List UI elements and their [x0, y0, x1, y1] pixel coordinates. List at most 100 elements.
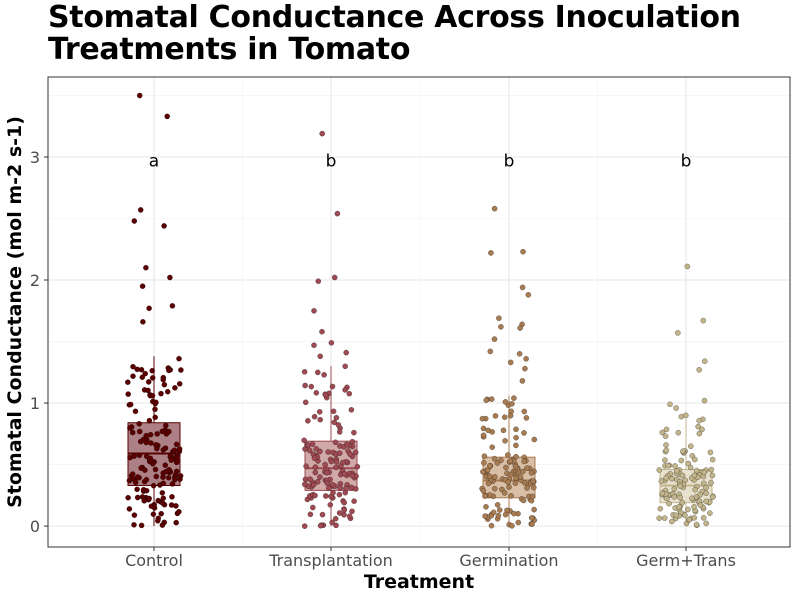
data-point	[349, 508, 355, 515]
data-point	[687, 464, 694, 471]
data-point	[509, 523, 515, 529]
data-point	[491, 455, 498, 462]
data-point	[519, 468, 526, 475]
data-point	[316, 408, 323, 415]
data-point	[169, 493, 175, 500]
data-point	[507, 471, 514, 478]
data-point-outlier	[517, 325, 523, 331]
data-point	[691, 472, 698, 479]
data-point	[329, 519, 335, 526]
data-point	[665, 462, 672, 469]
data-point	[176, 380, 183, 387]
data-point-outlier	[498, 323, 504, 330]
data-point	[301, 368, 308, 375]
data-point	[143, 476, 150, 483]
data-point	[162, 445, 169, 451]
data-point	[171, 447, 178, 454]
data-point	[333, 458, 340, 465]
x-tick-label: Germination	[459, 551, 558, 570]
data-point	[138, 465, 144, 471]
data-point	[146, 458, 153, 465]
data-point-outlier	[491, 336, 498, 342]
data-point	[129, 471, 136, 477]
data-point-outlier	[519, 284, 526, 291]
data-point	[691, 515, 698, 521]
data-point	[158, 510, 164, 517]
data-point	[314, 369, 321, 376]
data-point	[329, 481, 336, 488]
data-point-outlier	[507, 359, 514, 366]
data-point	[521, 430, 527, 436]
data-point	[333, 522, 339, 529]
data-point-outlier	[319, 328, 325, 335]
data-point	[301, 481, 308, 488]
data-point	[317, 522, 324, 529]
data-point	[509, 400, 515, 407]
data-point-outlier	[702, 358, 708, 365]
data-point	[152, 466, 159, 473]
data-point	[502, 511, 509, 518]
data-point	[336, 491, 343, 498]
data-point	[322, 493, 329, 499]
data-point	[482, 513, 488, 519]
data-point	[502, 399, 509, 405]
data-point	[347, 451, 353, 457]
data-point	[700, 515, 707, 521]
data-point	[159, 522, 166, 528]
data-point	[154, 431, 160, 437]
data-point	[333, 464, 339, 471]
data-point	[506, 484, 512, 490]
axis-layer: Control Transplantation Germination Germ+Tr…	[30, 148, 736, 570]
data-point	[146, 495, 152, 502]
data-point	[677, 494, 684, 501]
data-point-outlier	[137, 207, 144, 213]
data-point	[703, 498, 710, 505]
data-point	[308, 383, 315, 390]
data-point	[703, 484, 709, 491]
data-point	[699, 426, 705, 433]
data-point	[332, 515, 339, 522]
data-point	[330, 489, 336, 496]
data-point	[127, 401, 134, 408]
data-point	[313, 389, 320, 396]
data-point	[487, 462, 493, 469]
data-point	[317, 474, 323, 480]
data-point	[143, 432, 149, 439]
data-point	[321, 371, 327, 378]
data-point	[173, 503, 179, 509]
data-point	[488, 522, 495, 529]
data-point	[158, 390, 164, 397]
y-tick-label: 3	[30, 148, 40, 167]
data-point	[301, 437, 307, 444]
data-point	[709, 456, 716, 463]
data-point	[306, 447, 313, 454]
data-point-outlier	[131, 218, 138, 224]
data-point-outlier	[136, 92, 143, 99]
data-point	[663, 474, 670, 481]
panel-border	[47, 76, 791, 548]
data-point	[531, 484, 537, 491]
data-point	[481, 453, 488, 460]
data-point	[703, 490, 710, 497]
data-point	[324, 469, 330, 476]
data-point-outlier	[343, 349, 350, 356]
x-tick-label: Control	[125, 551, 183, 570]
data-point	[513, 475, 519, 481]
data-point	[512, 463, 519, 470]
data-point	[327, 501, 334, 508]
data-point	[131, 512, 138, 518]
data-point	[342, 387, 348, 393]
data-point	[485, 480, 492, 487]
data-point	[312, 464, 319, 470]
data-point	[508, 493, 514, 499]
significance-letter: a	[149, 152, 159, 172]
data-point	[494, 501, 501, 508]
data-point	[663, 447, 670, 454]
data-point	[152, 400, 159, 407]
data-point	[512, 480, 519, 487]
data-point	[333, 414, 340, 421]
data-point	[507, 458, 514, 464]
point-layer	[125, 92, 716, 529]
data-point	[153, 473, 160, 480]
